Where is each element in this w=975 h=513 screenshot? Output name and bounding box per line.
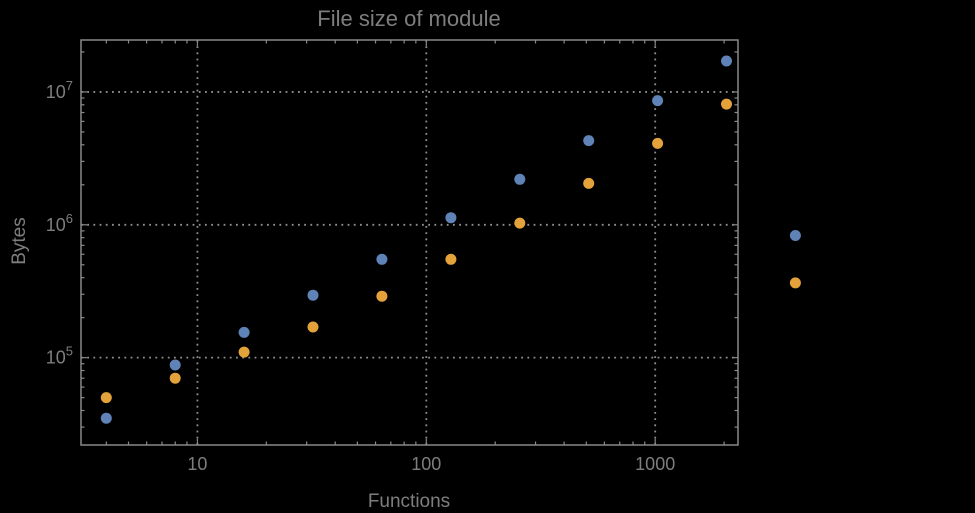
- data-point-series-blue: [721, 55, 732, 67]
- data-point-series-blue: [652, 95, 664, 107]
- y-tick-labels: 105 106 107: [46, 78, 73, 368]
- plot-frame: [80, 39, 739, 446]
- data-point-series-blue: [445, 212, 457, 224]
- x-tick-label: 10: [187, 454, 207, 474]
- x-tick-label: 100: [411, 454, 441, 474]
- data-point-series-orange: [789, 277, 801, 289]
- x-axis-label: Functions: [368, 491, 450, 512]
- data-point-series-orange: [445, 253, 457, 265]
- chart-title: File size of module: [317, 6, 500, 31]
- data-point-series-orange: [583, 177, 595, 189]
- data-point-series-blue: [789, 230, 801, 241]
- tick-marks: [81, 40, 738, 445]
- x-tick-labels: 10 100 1000: [187, 454, 675, 474]
- y-axis-label: Bytes: [9, 217, 30, 265]
- data-point-series-orange: [307, 321, 319, 333]
- data-point-series-orange: [376, 290, 388, 302]
- data-point-series-blue: [583, 135, 595, 147]
- data-point-series-orange: [238, 346, 250, 358]
- y-tick-label: 106: [46, 211, 73, 235]
- data-point-series-orange: [721, 98, 732, 110]
- data-point-series-blue: [238, 326, 250, 338]
- data-point-series-orange: [100, 392, 112, 404]
- data-point-series-orange: [169, 372, 181, 384]
- data-point-series-orange: [652, 137, 664, 149]
- data-points: [100, 55, 801, 424]
- data-point-series-blue: [514, 173, 526, 185]
- y-tick-label: 105: [46, 344, 73, 368]
- data-point-series-blue: [100, 412, 112, 424]
- data-point-series-blue: [307, 289, 319, 301]
- data-point-series-blue: [169, 359, 181, 371]
- data-point-series-blue: [376, 253, 388, 265]
- y-tick-label: 107: [46, 78, 73, 102]
- gridlines: [81, 40, 738, 445]
- x-tick-label: 1000: [635, 454, 675, 474]
- data-point-series-orange: [514, 217, 526, 229]
